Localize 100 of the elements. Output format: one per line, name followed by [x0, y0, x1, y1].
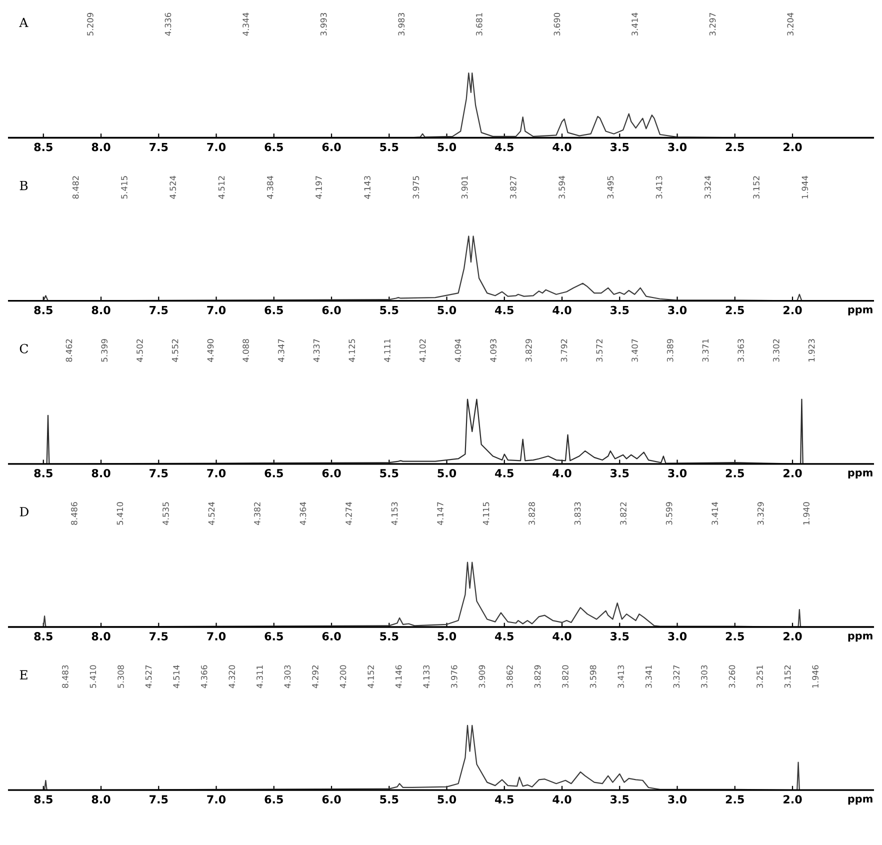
x-tick-label: 6.5 — [264, 306, 283, 314]
text: 4.527 — [145, 665, 152, 688]
text: 3.327 — [673, 665, 680, 688]
text: 4.133 — [423, 665, 430, 688]
text: 5.399 — [101, 339, 108, 362]
x-tick-label: 8.0 — [92, 468, 110, 478]
x-tick-label: 7.5 — [150, 632, 168, 640]
x-tick-label: 4.5 — [495, 632, 514, 640]
text: 5.410 — [90, 665, 96, 688]
x-tick-label: 5.0 — [438, 632, 456, 640]
text: 3.983 — [398, 12, 405, 36]
text: 4.337 — [313, 339, 320, 362]
text: 3.975 — [412, 176, 420, 199]
chart-title: C — [20, 344, 28, 354]
x-tick-label: 8.0 — [92, 795, 110, 804]
text: 3.976 — [451, 665, 458, 688]
text: 4.153 — [391, 502, 398, 526]
x-tick-label: 7.5 — [150, 306, 168, 314]
chart-title: E — [20, 670, 28, 680]
text: 3.152 — [784, 666, 791, 688]
text: 4.146 — [395, 665, 402, 688]
text: 4.094 — [454, 338, 462, 362]
text: 5.308 — [118, 665, 124, 688]
text: 3.414 — [632, 12, 638, 36]
text: 5.415 — [121, 176, 128, 199]
text: 4.384 — [266, 176, 274, 199]
x-tick-label: 3.5 — [610, 795, 629, 804]
x-tick-label: 8.5 — [34, 795, 52, 804]
x-tick-label: 3.0 — [668, 468, 687, 478]
text: 4.490 — [207, 339, 214, 362]
x-tick-label: 6.0 — [322, 306, 341, 314]
x-tick-label: 5.5 — [380, 142, 398, 152]
text: 3.495 — [607, 176, 614, 199]
text: 4.125 — [348, 339, 356, 362]
x-tick-label: 7.0 — [207, 632, 226, 640]
x-tick-label: 4.5 — [495, 142, 514, 152]
x-tick-label: 4.5 — [495, 306, 514, 314]
x-tick-label: 8.5 — [34, 142, 52, 152]
x-tick-label: 2.5 — [726, 468, 744, 478]
x-tick-label: 8.5 — [34, 468, 52, 478]
text: 3.413 — [618, 665, 624, 688]
x-tick-label: 5.5 — [380, 632, 398, 640]
text: 4.320 — [228, 665, 236, 688]
text: 5.209 — [87, 12, 94, 36]
x-tick-label: 2.5 — [726, 632, 744, 640]
text: 3.792 — [560, 339, 568, 362]
x-tick-label: 3.5 — [610, 142, 629, 152]
text: 3.371 — [702, 339, 709, 362]
text: 4.093 — [490, 339, 496, 362]
x-tick-label: 7.0 — [207, 306, 226, 314]
text: 4.535 — [162, 502, 169, 526]
text: 1.940 — [803, 502, 810, 525]
x-tick-label: 3.0 — [668, 306, 687, 314]
x-tick-label: 4.5 — [495, 795, 514, 804]
text: 3.599 — [666, 502, 672, 525]
text: 3.828 — [528, 502, 535, 525]
text: 3.829 — [526, 339, 532, 362]
text: 8.483 — [62, 665, 68, 688]
text: 4.111 — [384, 339, 390, 362]
x-tick-label: 6.5 — [264, 142, 283, 152]
text: 4.115 — [482, 502, 490, 526]
text: 4.102 — [419, 339, 426, 362]
text: 4.143 — [364, 176, 370, 199]
x-tick-label: 4.0 — [552, 795, 572, 804]
x-tick-label: 3.5 — [610, 306, 629, 314]
x-tick-label: 6.0 — [322, 795, 341, 804]
x-tick-label: 6.5 — [264, 795, 283, 804]
text: 3.598 — [590, 665, 596, 688]
x-tick-label: 5.5 — [380, 306, 398, 314]
text: 3.901 — [461, 176, 468, 199]
text: 3.251 — [756, 665, 763, 688]
x-tick-label: 8.0 — [92, 142, 110, 152]
text: 8.462 — [66, 339, 72, 362]
x-tick-label: 2.0 — [784, 306, 802, 314]
text: 3.152 — [753, 176, 760, 199]
text: 3.572 — [596, 339, 603, 362]
text: 8.482 — [72, 176, 79, 199]
text: 3.341 — [645, 665, 652, 688]
x-tick-label: 2.5 — [726, 142, 744, 152]
x-tick-label: 3.5 — [610, 632, 629, 640]
text: 3.909 — [478, 665, 486, 688]
x-tick-label: 5.0 — [438, 142, 456, 152]
x-tick-label: 6.5 — [264, 632, 283, 640]
x-tick-label: 6.0 — [322, 142, 341, 152]
x-tick-label: 6.0 — [322, 632, 341, 640]
text: 3.324 — [704, 176, 711, 199]
text: 3.204 — [787, 12, 794, 36]
text: 5.410 — [116, 502, 124, 525]
text: 4.364 — [300, 502, 306, 526]
text: 4.336 — [164, 12, 172, 36]
text: 3.833 — [574, 502, 581, 525]
text: 4.088 — [242, 339, 249, 362]
text: 4.524 — [208, 502, 215, 526]
text: 4.152 — [368, 666, 374, 688]
x-axis-title: ppm — [848, 470, 872, 479]
text: 4.311 — [256, 665, 263, 688]
text: 4.347 — [278, 339, 284, 362]
x-tick-label: 6.0 — [322, 468, 341, 478]
x-tick-label: 8.0 — [92, 632, 110, 640]
x-tick-label: 5.5 — [380, 469, 398, 478]
